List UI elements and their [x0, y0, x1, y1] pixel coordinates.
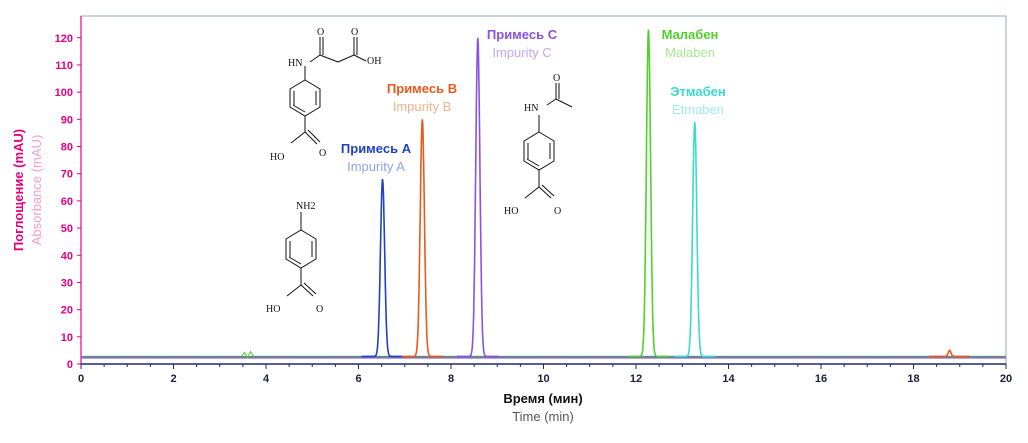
x-axis-title-ru: Время (мин) — [503, 391, 582, 406]
x-tick-label: 12 — [630, 373, 642, 385]
baseline-traces — [81, 350, 1006, 359]
structure-impurity-c-atoms: HN O HO O — [504, 73, 561, 217]
label-impurity-b-en: Impurity B — [393, 99, 452, 114]
label-impurity-a-en: Impurity A — [347, 159, 405, 174]
structure-impurity-b — [289, 37, 367, 145]
svg-text:OH: OH — [367, 56, 381, 67]
svg-text:HO: HO — [504, 206, 518, 217]
svg-text:O: O — [351, 27, 358, 38]
y-tick-label: 70 — [61, 169, 73, 181]
y-ticks: 0 10 20 30 40 50 60 70 80 90 100 110 120 — [55, 33, 81, 371]
x-tick-label: 10 — [537, 373, 549, 385]
y-tick-label: 0 — [67, 359, 73, 371]
x-tick-label: 4 — [263, 373, 270, 385]
svg-text:HN: HN — [524, 103, 538, 114]
y-tick-label: 110 — [55, 60, 73, 72]
y-tick-label: 30 — [61, 277, 73, 289]
y-axis-title-ru: Поглощение (mAU) — [11, 129, 26, 251]
x-axis-title-en: Time (min) — [512, 409, 574, 424]
peak-impurity-b — [401, 119, 444, 358]
svg-text:HN: HN — [288, 58, 302, 69]
y-tick-label: 40 — [61, 250, 73, 262]
y-tick-label: 90 — [61, 114, 73, 126]
label-etmaben-en: Etmaben — [672, 102, 724, 117]
svg-text:O: O — [554, 206, 561, 217]
y-tick-label: 20 — [61, 305, 73, 317]
x-tick-label: 20 — [1000, 373, 1012, 385]
x-tick-label: 14 — [722, 373, 735, 385]
structure-impurity-c — [523, 83, 573, 199]
peak-etmaben — [673, 121, 716, 358]
svg-text:NH2: NH2 — [296, 201, 315, 212]
structure-impurity-a — [285, 212, 317, 297]
x-tick-label: 8 — [448, 373, 454, 385]
y-tick-label: 80 — [61, 142, 73, 154]
y-tick-label: 120 — [55, 33, 73, 45]
plot-frame — [80, 15, 1007, 365]
svg-text:HO: HO — [270, 152, 284, 163]
x-tick-label: 16 — [815, 373, 827, 385]
structure-impurity-a-atoms: NH2 HO O — [266, 201, 323, 315]
x-ticks: 0 2 4 6 8 10 12 14 16 18 20 — [78, 364, 1012, 385]
peak-impurity-c — [457, 37, 499, 358]
label-impurity-a-ru: Примесь A — [341, 141, 412, 156]
svg-text:O: O — [316, 304, 323, 315]
baseline-artifact — [241, 350, 254, 359]
y-tick-label: 100 — [55, 87, 73, 99]
x-tick-label: 6 — [355, 373, 361, 385]
svg-text:O: O — [553, 73, 560, 84]
label-impurity-c-en: Impurity C — [492, 45, 551, 60]
label-malaben-en: Malaben — [665, 45, 715, 60]
y-tick-label: 10 — [61, 332, 73, 344]
svg-text:HO: HO — [266, 304, 280, 315]
y-axis-title-en: Absorbance (mAU) — [29, 135, 44, 246]
svg-text:O: O — [319, 148, 326, 159]
x-tick-label: 0 — [78, 373, 84, 385]
svg-text:O: O — [317, 27, 324, 38]
x-tick-label: 2 — [170, 373, 176, 385]
structure-impurity-b-atoms: HN O O OH HO O — [270, 27, 381, 163]
peak-minor — [928, 349, 970, 358]
peak-impurity-a — [361, 179, 404, 358]
label-malaben-ru: Малабен — [662, 27, 719, 42]
peak-traces — [361, 29, 970, 358]
label-etmaben-ru: Этмабен — [670, 84, 725, 99]
label-impurity-b-ru: Примесь B — [387, 81, 457, 96]
x-tick-label: 18 — [907, 373, 919, 385]
y-tick-label: 50 — [61, 223, 73, 235]
y-tick-label: 60 — [61, 196, 73, 208]
peak-malaben — [627, 29, 670, 358]
label-impurity-c-ru: Примесь C — [487, 27, 558, 42]
